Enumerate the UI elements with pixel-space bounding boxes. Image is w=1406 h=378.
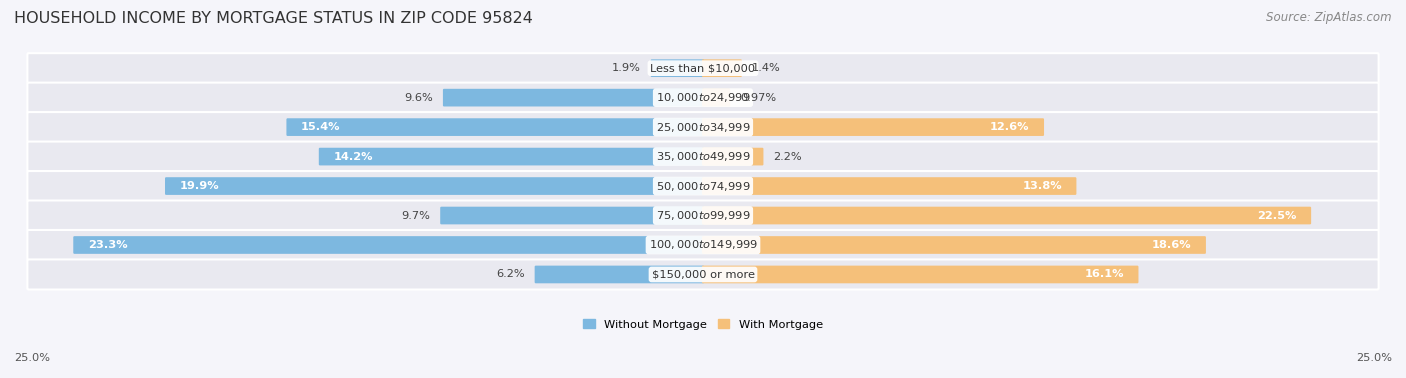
Text: 25.0%: 25.0% xyxy=(14,353,51,363)
FancyBboxPatch shape xyxy=(702,89,730,107)
Text: $100,000 to $149,999: $100,000 to $149,999 xyxy=(648,239,758,251)
FancyBboxPatch shape xyxy=(702,118,1045,136)
Text: 6.2%: 6.2% xyxy=(496,270,524,279)
FancyBboxPatch shape xyxy=(73,236,704,254)
Text: 14.2%: 14.2% xyxy=(333,152,373,161)
Text: 9.7%: 9.7% xyxy=(402,211,430,220)
Text: 12.6%: 12.6% xyxy=(990,122,1029,132)
FancyBboxPatch shape xyxy=(27,230,1379,260)
FancyBboxPatch shape xyxy=(319,148,704,166)
FancyBboxPatch shape xyxy=(27,200,1379,231)
Text: 2.2%: 2.2% xyxy=(773,152,801,161)
Text: $35,000 to $49,999: $35,000 to $49,999 xyxy=(655,150,751,163)
Text: 1.9%: 1.9% xyxy=(612,63,641,73)
FancyBboxPatch shape xyxy=(702,266,1139,283)
FancyBboxPatch shape xyxy=(27,141,1379,172)
FancyBboxPatch shape xyxy=(702,148,763,166)
Text: 19.9%: 19.9% xyxy=(180,181,219,191)
Text: 9.6%: 9.6% xyxy=(405,93,433,103)
FancyBboxPatch shape xyxy=(27,53,1379,83)
FancyBboxPatch shape xyxy=(534,266,704,283)
FancyBboxPatch shape xyxy=(702,59,742,77)
FancyBboxPatch shape xyxy=(165,177,704,195)
FancyBboxPatch shape xyxy=(440,207,704,225)
FancyBboxPatch shape xyxy=(702,207,1312,225)
Text: $25,000 to $34,999: $25,000 to $34,999 xyxy=(655,121,751,133)
Text: $75,000 to $99,999: $75,000 to $99,999 xyxy=(655,209,751,222)
Legend: Without Mortgage, With Mortgage: Without Mortgage, With Mortgage xyxy=(581,317,825,332)
Text: $10,000 to $24,999: $10,000 to $24,999 xyxy=(655,91,751,104)
Text: 15.4%: 15.4% xyxy=(301,122,340,132)
FancyBboxPatch shape xyxy=(651,59,704,77)
FancyBboxPatch shape xyxy=(702,177,1077,195)
FancyBboxPatch shape xyxy=(443,89,704,107)
Text: 23.3%: 23.3% xyxy=(87,240,128,250)
FancyBboxPatch shape xyxy=(702,236,1206,254)
Text: HOUSEHOLD INCOME BY MORTGAGE STATUS IN ZIP CODE 95824: HOUSEHOLD INCOME BY MORTGAGE STATUS IN Z… xyxy=(14,11,533,26)
FancyBboxPatch shape xyxy=(27,83,1379,113)
Text: 22.5%: 22.5% xyxy=(1257,211,1296,220)
Text: 16.1%: 16.1% xyxy=(1084,270,1123,279)
Text: 13.8%: 13.8% xyxy=(1022,181,1062,191)
Text: $150,000 or more: $150,000 or more xyxy=(651,270,755,279)
FancyBboxPatch shape xyxy=(27,112,1379,142)
Text: Source: ZipAtlas.com: Source: ZipAtlas.com xyxy=(1267,11,1392,24)
FancyBboxPatch shape xyxy=(27,259,1379,290)
Text: 0.97%: 0.97% xyxy=(740,93,776,103)
Text: Less than $10,000: Less than $10,000 xyxy=(651,63,755,73)
FancyBboxPatch shape xyxy=(287,118,704,136)
FancyBboxPatch shape xyxy=(27,171,1379,201)
Text: $50,000 to $74,999: $50,000 to $74,999 xyxy=(655,180,751,192)
Text: 25.0%: 25.0% xyxy=(1355,353,1392,363)
Text: 1.4%: 1.4% xyxy=(752,63,780,73)
Text: 18.6%: 18.6% xyxy=(1152,240,1191,250)
